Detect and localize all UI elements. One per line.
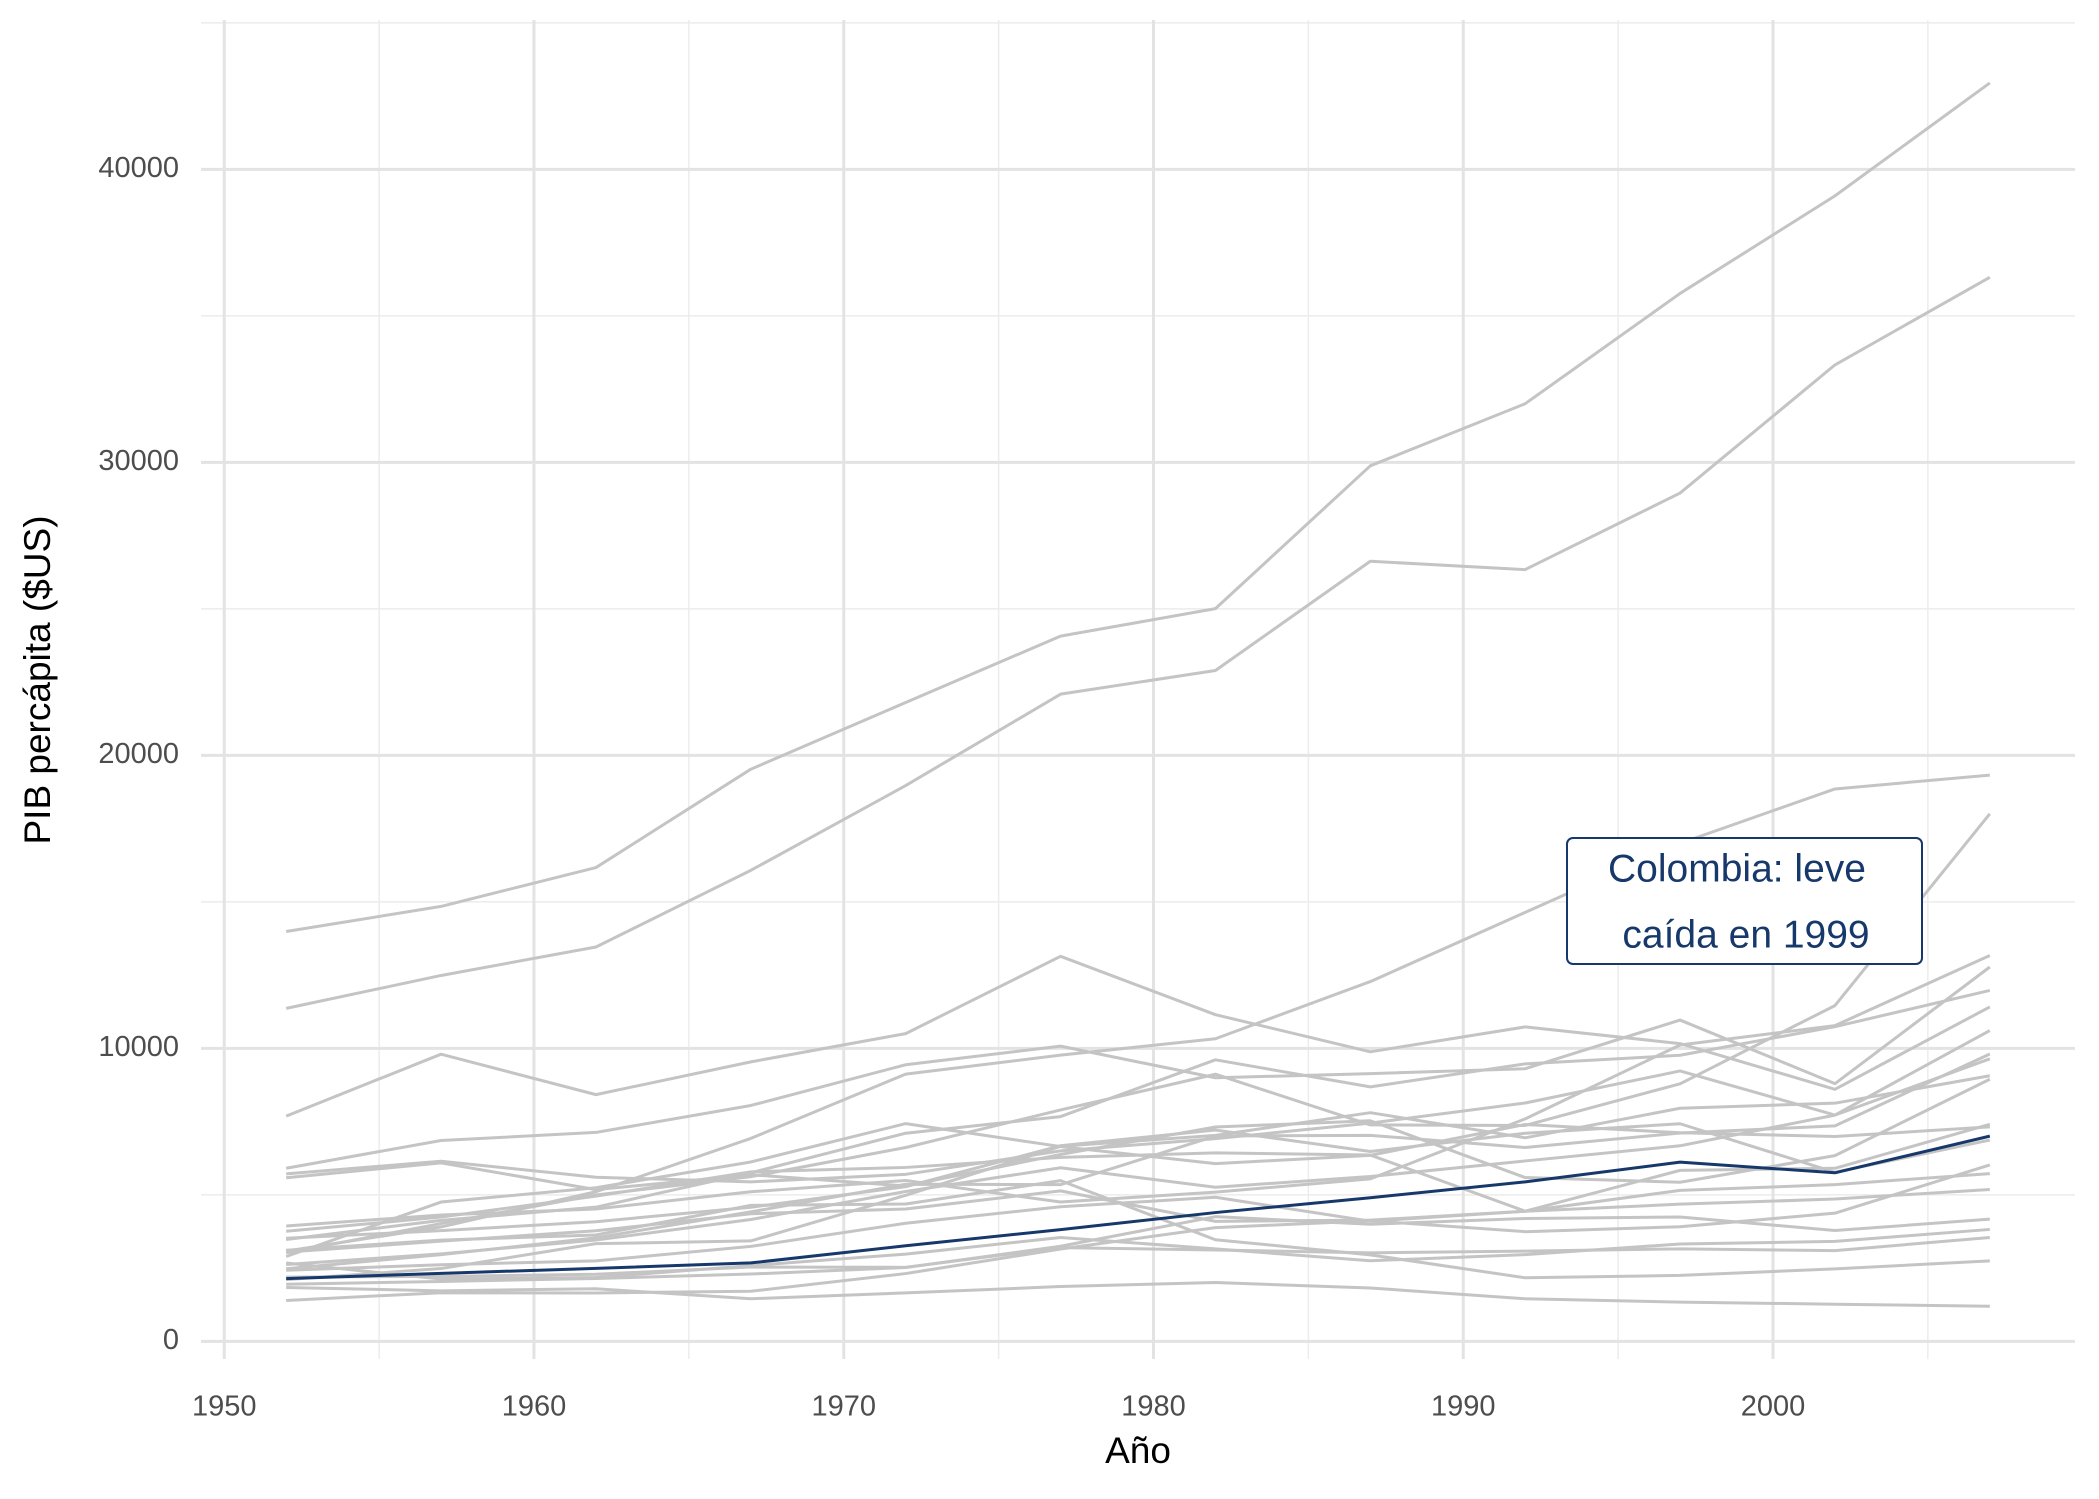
y-tick-label: 20000 bbox=[98, 738, 179, 770]
annotation-text: Colombia: leve bbox=[1608, 847, 1866, 890]
series-line bbox=[285, 773, 1990, 1253]
annotation-text: caída en 1999 bbox=[1622, 913, 1869, 956]
lines bbox=[285, 81, 1991, 1308]
series-line bbox=[285, 1122, 1990, 1258]
series-line bbox=[286, 1134, 1991, 1281]
series-line bbox=[285, 81, 1991, 933]
series-line bbox=[286, 1235, 1990, 1279]
series-line bbox=[286, 1029, 1991, 1184]
y-tick-label: 10000 bbox=[98, 1031, 179, 1063]
series-line bbox=[286, 1077, 1991, 1192]
series-line bbox=[286, 1122, 1991, 1240]
annotation-box bbox=[1566, 837, 1923, 965]
series-line bbox=[286, 1179, 1990, 1280]
x-axis-title: Año bbox=[1105, 1430, 1171, 1471]
x-tick-label: 1970 bbox=[811, 1391, 876, 1423]
y-tick-label: 30000 bbox=[98, 445, 179, 477]
x-tick-label: 1950 bbox=[192, 1391, 257, 1423]
series-line bbox=[285, 275, 1991, 1010]
x-tick-label: 1960 bbox=[502, 1391, 567, 1423]
x-tick-label: 1980 bbox=[1121, 1391, 1186, 1423]
x-tick-label: 1990 bbox=[1431, 1391, 1496, 1423]
series-line bbox=[285, 989, 1991, 1242]
series-line bbox=[286, 1281, 1990, 1308]
x-tick-label: 2000 bbox=[1741, 1391, 1806, 1423]
series-line bbox=[286, 1227, 1990, 1281]
series-line bbox=[286, 1163, 1991, 1302]
series-line bbox=[285, 965, 1991, 1170]
grid bbox=[201, 20, 2075, 1359]
series-line bbox=[286, 1057, 1991, 1266]
y-tick-label: 40000 bbox=[98, 152, 179, 184]
series-line bbox=[286, 1172, 1990, 1254]
series-line bbox=[286, 1187, 1990, 1272]
y-tick-label: 0 bbox=[163, 1324, 179, 1356]
y-axis-title: PIB percápita ($US) bbox=[17, 515, 58, 844]
